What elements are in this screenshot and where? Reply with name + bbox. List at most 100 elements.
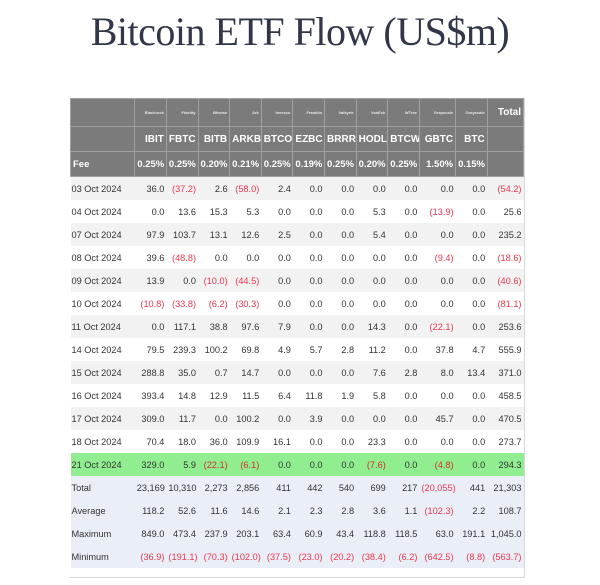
row-total-cell: (54.2) xyxy=(487,176,524,200)
flow-cell: (13.9) xyxy=(419,200,456,223)
table-row: 17 Oct 2024 309.0 11.7 0.0 100.2 0.0 3.9 0.0 0.0… xyxy=(70,407,524,430)
flow-cell: 13.4 xyxy=(455,361,488,384)
flow-cell: 0.0 xyxy=(324,223,357,246)
ticker-header: BTCO xyxy=(260,126,294,152)
flow-cell: 393.4 xyxy=(134,384,167,407)
issuer-header: Franklin xyxy=(292,98,326,127)
empty-cell xyxy=(486,126,525,152)
summary-cell: (102.3) xyxy=(419,499,456,522)
flow-cell: 70.4 xyxy=(134,430,167,453)
flow-cell: 0.0 xyxy=(324,269,357,292)
row-total-cell: 555.9 xyxy=(487,338,524,361)
flow-cell: (33.8) xyxy=(166,292,199,315)
flow-cell: 36.0 xyxy=(134,176,167,200)
summary-cell: 118.8 xyxy=(356,522,388,545)
summary-label: Maximum xyxy=(70,522,135,545)
table-row: 21 Oct 2024 329.0 5.9 (22.1) (6.1) 0.0 0.0 0.0(… xyxy=(70,453,524,476)
flow-cell: 0.0 xyxy=(324,200,357,223)
flow-cell: 0.0 xyxy=(356,246,388,269)
row-total-cell: 235.2 xyxy=(487,223,524,246)
flow-cell: 0.0 xyxy=(292,315,325,338)
flow-cell: 0.0 xyxy=(455,407,488,430)
flow-cell: 0.0 xyxy=(455,200,488,223)
summary-cell: 1.1 xyxy=(387,499,420,522)
flow-cell: 309.0 xyxy=(134,407,167,430)
summary-cell: 2,273 xyxy=(198,476,230,499)
date-cell: 16 Oct 2024 xyxy=(70,384,135,407)
flow-cell: 0.0 xyxy=(292,200,325,223)
summary-cell: (20.2) xyxy=(324,545,357,568)
date-cell: 07 Oct 2024 xyxy=(70,223,135,246)
table-row: 04 Oct 2024 0.0 13.6 15.3 5.3 0.0 0.0 0.0 5.3 0.0… xyxy=(70,200,524,223)
flow-cell: 0.0 xyxy=(292,176,325,200)
fee-value: 1.50% xyxy=(418,151,457,177)
flow-cell: 3.9 xyxy=(292,407,325,430)
summary-cell: 473.4 xyxy=(166,522,199,545)
fee-header-row: Fee 0.25% 0.25% 0.20% 0.21% 0.25% 0.19% … xyxy=(69,151,525,177)
flow-cell: 12.9 xyxy=(198,384,230,407)
flow-cell: 4.9 xyxy=(261,338,293,361)
summary-label: Average xyxy=(70,499,135,522)
ticker-header: EZBC xyxy=(292,126,326,152)
date-cell: 14 Oct 2024 xyxy=(70,338,135,361)
flow-cell: 79.5 xyxy=(134,338,167,361)
table-row: 09 Oct 2024 13.9 0.0 (10.0) (44.5) 0.0 0.0 0.0 0… xyxy=(70,269,524,292)
ticker-header: HODL xyxy=(355,126,389,152)
issuer-header-row: Blackrock Fidelity Bitwise Ark Invesco F… xyxy=(69,98,525,127)
issuer-header: WTree xyxy=(387,98,420,127)
flow-cell: 35.0 xyxy=(166,361,199,384)
flow-cell: 38.8 xyxy=(198,315,230,338)
fee-value: 0.25% xyxy=(134,151,167,177)
date-cell: 09 Oct 2024 xyxy=(70,269,135,292)
flow-cell: 0.0 xyxy=(261,292,293,315)
flow-cell: 0.0 xyxy=(324,246,357,269)
flow-cell: 0.0 xyxy=(356,269,388,292)
flow-cell: 0.0 xyxy=(261,246,293,269)
flow-cell: 0.0 xyxy=(387,407,420,430)
flow-cell: 0.0 xyxy=(387,430,420,453)
flow-cell: 11.7 xyxy=(166,407,199,430)
date-cell: 10 Oct 2024 xyxy=(70,292,135,315)
flow-cell: 103.7 xyxy=(166,223,199,246)
table-row: 15 Oct 2024 288.8 35.0 0.7 14.7 0.0 0.0 0.0 7.6 2… xyxy=(70,361,524,384)
flow-cell: 0.0 xyxy=(387,200,420,223)
table-row: 16 Oct 2024 393.4 14.8 12.9 11.5 6.4 11.8 1.9 5.… xyxy=(70,384,524,407)
ticker-header: BITB xyxy=(197,126,231,152)
fee-value: 0.19% xyxy=(292,151,326,177)
row-total-cell: 470.5 xyxy=(487,407,524,430)
flow-cell: 0.0 xyxy=(419,176,456,200)
flow-cell: 100.2 xyxy=(198,338,230,361)
flow-cell: 16.1 xyxy=(261,430,293,453)
ticker-header: BRRR xyxy=(324,126,357,152)
ticker-header: BTCW xyxy=(387,126,420,152)
row-total-cell: (18.6) xyxy=(487,246,524,269)
flow-cell: 0.0 xyxy=(419,269,456,292)
summary-cell: 442 xyxy=(292,476,325,499)
flow-cell: 0.0 xyxy=(166,269,199,292)
page-title: Bitcoin ETF Flow (US$m) xyxy=(90,9,510,54)
flow-cell: 97.9 xyxy=(134,223,167,246)
flow-cell: 0.0 xyxy=(455,223,488,246)
flow-cell: (48.8) xyxy=(166,246,199,269)
flow-cell: 14.3 xyxy=(356,315,388,338)
flow-cell: 0.0 xyxy=(198,407,230,430)
fee-value: 0.15% xyxy=(455,151,488,177)
flow-cell: 0.0 xyxy=(387,453,420,476)
summary-cell: 203.1 xyxy=(229,522,262,545)
summary-label: Total xyxy=(70,476,135,499)
corner-cell xyxy=(69,98,136,127)
issuer-header: VanEck xyxy=(355,98,389,127)
flow-cell: 0.0 xyxy=(356,176,388,200)
ticker-header: IBIT xyxy=(134,126,167,152)
flow-cell: 0.0 xyxy=(455,430,488,453)
flow-cell: 13.6 xyxy=(166,200,199,223)
flow-cell: (7.6) xyxy=(356,453,388,476)
flow-cell: 0.0 xyxy=(387,384,420,407)
ticker-header: GBTC xyxy=(418,126,457,152)
table-row: 10 Oct 2024 (10.8) (33.8) (6.2) (30.3) 0.0 0.0… xyxy=(70,292,524,315)
date-cell: 08 Oct 2024 xyxy=(70,246,135,269)
flow-cell: 5.9 xyxy=(166,453,199,476)
flow-cell: 11.2 xyxy=(356,338,388,361)
flow-cell: (58.0) xyxy=(229,176,262,200)
flow-cell: 0.0 xyxy=(261,269,293,292)
